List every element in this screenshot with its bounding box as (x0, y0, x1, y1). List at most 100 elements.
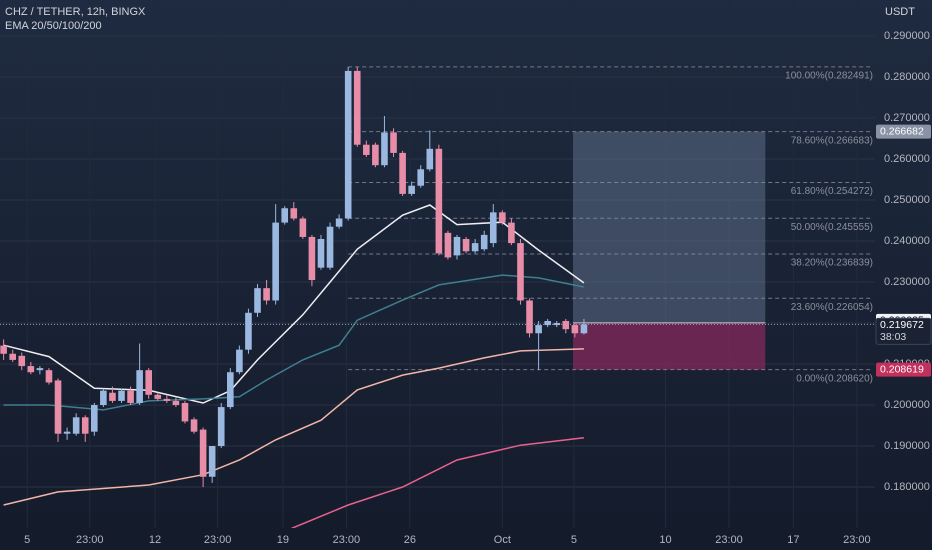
x-tick-label: 23:00 (76, 534, 104, 546)
x-tick-label: Oct (494, 534, 511, 546)
fib-label: 23.60%(0.226054) (791, 302, 873, 313)
countdown: 38:03 (880, 331, 906, 343)
candle-body (227, 372, 234, 408)
candle-body (290, 208, 298, 219)
candle-body (453, 236, 461, 256)
candle-body (245, 312, 252, 350)
candle-body (308, 236, 316, 280)
candle-body (100, 390, 107, 406)
candle-body (91, 405, 98, 432)
candle-body (299, 218, 307, 237)
currency-label: USDT (885, 6, 915, 18)
candle-body (580, 324, 588, 334)
fib-label: 100.00%(0.282491) (785, 70, 873, 81)
candle-body (353, 70, 361, 145)
y-tick-label: 0.270000 (884, 112, 930, 124)
y-tick-label: 0.250000 (884, 194, 930, 206)
candle-body (489, 212, 497, 244)
x-tick-label: 5 (24, 534, 30, 546)
candle-body (0, 345, 7, 354)
candle-body (444, 232, 452, 258)
candle-body (562, 320, 570, 330)
candle-body (571, 325, 579, 334)
chart-title: CHZ / TETHER, 12h, BINGX (5, 6, 146, 18)
candle-body (462, 238, 470, 252)
candle-body (54, 380, 62, 434)
candle-body (217, 407, 225, 447)
x-tick-label: 26 (404, 534, 416, 546)
candle-body (272, 222, 279, 301)
x-tick-label: 10 (659, 534, 671, 546)
candle-body (145, 370, 153, 395)
candle-body (553, 323, 561, 326)
ema-line (3, 348, 584, 506)
y-tick-label: 0.290000 (884, 30, 930, 42)
y-tick-label: 0.240000 (884, 235, 930, 247)
candle-body (335, 218, 343, 227)
candle-body (417, 169, 425, 186)
fib-label: 78.60%(0.266683) (791, 135, 873, 146)
candle-body (199, 429, 207, 477)
stop-price-badge: 0.208619 (880, 363, 924, 375)
y-tick-label: 0.230000 (884, 276, 930, 288)
candle-body (408, 185, 415, 194)
candle-body (326, 226, 334, 268)
candle-body (526, 300, 533, 334)
candle-body (535, 325, 542, 334)
y-tick-label: 0.180000 (884, 481, 930, 493)
candle-body (181, 402, 189, 422)
y-tick-label: 0.190000 (884, 440, 930, 452)
candle-body (254, 288, 261, 313)
candle-body (136, 370, 143, 403)
y-tick-label: 0.260000 (884, 153, 930, 165)
candle-body (118, 390, 125, 401)
candle-body (154, 394, 162, 399)
candle-body (27, 366, 35, 373)
candle-body (109, 392, 116, 401)
candle-body (471, 243, 479, 252)
candle-body (9, 353, 16, 360)
candle-body (426, 148, 434, 170)
y-tick-label: 0.200000 (884, 399, 930, 411)
target-price-badge: 0.266682 (880, 125, 924, 137)
target-price-badge-bg (876, 124, 931, 139)
candle-body (281, 208, 289, 223)
candle-body (381, 132, 388, 166)
candle-body (236, 349, 243, 373)
candle-body (344, 70, 352, 219)
candle-body (435, 148, 443, 254)
candle-body (508, 222, 515, 244)
x-tick-label: 19 (277, 534, 289, 546)
candle-body (208, 446, 216, 477)
candle-body (190, 419, 198, 432)
candle-body (72, 417, 80, 434)
fib-label: 50.00%(0.245555) (791, 222, 873, 233)
stop-zone (573, 322, 766, 370)
candle-body (18, 355, 26, 367)
candle-body (499, 212, 506, 223)
y-tick-label: 0.280000 (884, 71, 930, 83)
x-tick-label: 23:00 (843, 534, 871, 546)
candle-body (390, 132, 397, 153)
fib-label: 0.00%(0.208620) (796, 373, 873, 384)
target-zone (573, 131, 766, 323)
candle-body (517, 243, 524, 301)
x-tick-label: 5 (571, 534, 577, 546)
candle-body (480, 234, 488, 250)
stop-price-badge-bg (876, 362, 931, 377)
x-tick-label: 23:00 (333, 534, 361, 546)
last-price-badge: 0.219672 (880, 319, 924, 331)
ema-line (3, 274, 585, 411)
candle-body (263, 288, 270, 301)
x-tick-label: 17 (787, 534, 799, 546)
ema-line (290, 437, 584, 528)
candle-body (399, 152, 406, 194)
indicator-label: EMA 20/50/100/200 (5, 20, 102, 32)
last-price-bg (875, 317, 932, 345)
candle-body (172, 400, 180, 406)
candle-body (372, 144, 379, 166)
candle-body (363, 144, 370, 155)
x-tick-label: 23:00 (715, 534, 743, 546)
